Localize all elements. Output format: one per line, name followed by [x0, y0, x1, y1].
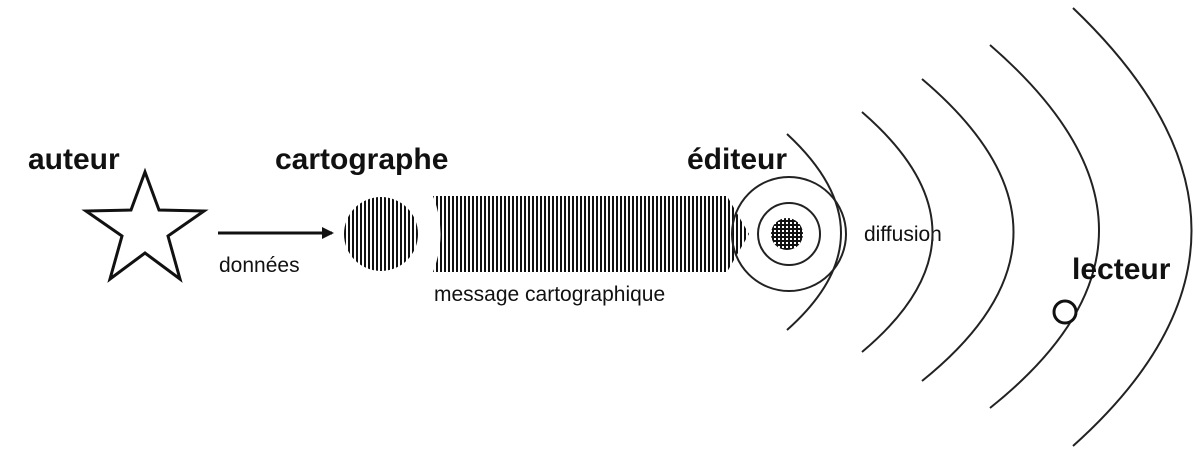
diffusion-arc: [921, 78, 1015, 382]
cross-hatched-circle-icon: [771, 218, 803, 250]
author-label: auteur: [28, 143, 120, 176]
diffusion-arc: [786, 133, 842, 331]
publisher-label: éditeur: [687, 143, 787, 176]
data-label: données: [219, 254, 300, 277]
message-label: message cartographique: [434, 283, 665, 306]
diffusion-arc: [861, 111, 934, 353]
diffusion-arc: [1072, 7, 1193, 447]
cartographic-message-band: [433, 196, 749, 272]
star-icon: [81, 167, 209, 283]
diffusion-arc: [989, 44, 1100, 409]
hollow-circle-icon: [1052, 299, 1078, 325]
cartographer-label: cartographe: [275, 143, 448, 176]
publisher-inner-ring: [757, 202, 821, 266]
diffusion-label: diffusion: [864, 223, 942, 246]
publisher-outer-ring: [731, 176, 847, 292]
hatched-circle-icon: [344, 197, 418, 271]
reader-label: lecteur: [1072, 253, 1171, 286]
